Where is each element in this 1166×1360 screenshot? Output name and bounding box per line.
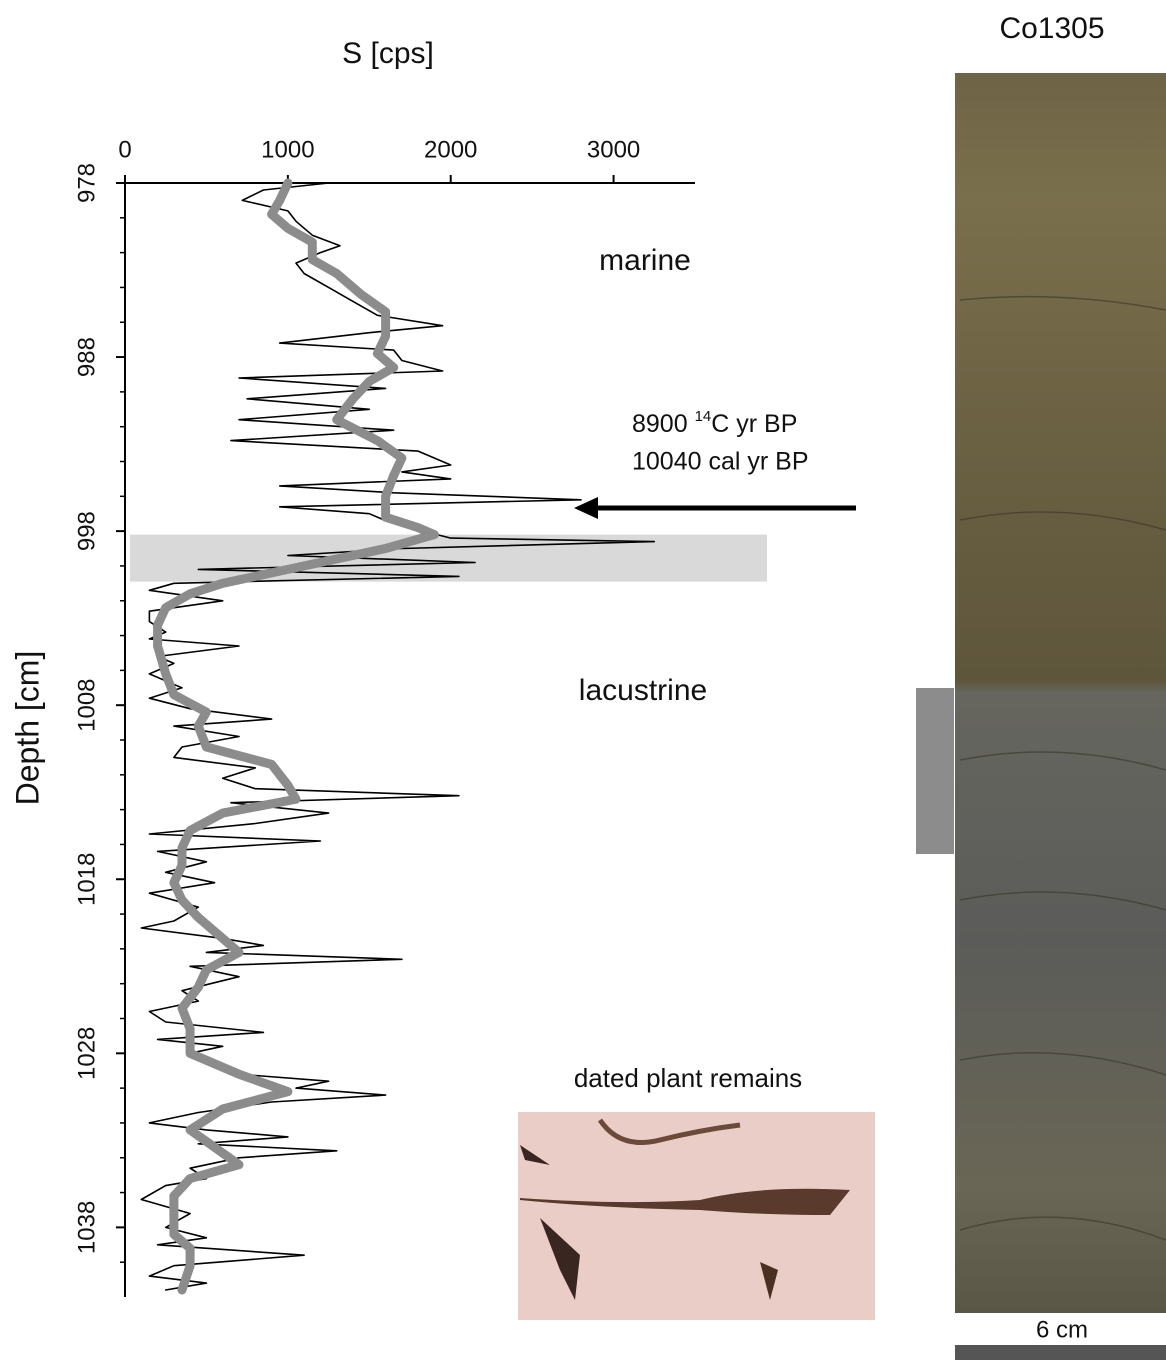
x-axis-title: S [cps] bbox=[342, 37, 434, 70]
highlight-band bbox=[130, 534, 767, 582]
y-tick-label: 1018 bbox=[73, 853, 100, 906]
annotation-part: 8900 bbox=[632, 410, 695, 438]
annotation-part: C yr BP bbox=[711, 410, 797, 438]
y-tick-label: 998 bbox=[73, 511, 100, 551]
y-tick-label: 1008 bbox=[73, 678, 100, 731]
core-photo bbox=[955, 73, 1166, 1313]
annotation: marine bbox=[599, 244, 691, 277]
plant-photo bbox=[518, 1112, 875, 1320]
annotation-superscript: 14 bbox=[695, 408, 712, 425]
arrow bbox=[574, 497, 856, 519]
core-title: Co1305 bbox=[999, 12, 1104, 45]
scale-bar bbox=[955, 1345, 1166, 1360]
x-tick-label: 3000 bbox=[587, 136, 640, 163]
sample-marker bbox=[916, 688, 954, 854]
series-line bbox=[153, 178, 439, 1295]
y-tick-label: 1038 bbox=[73, 1201, 100, 1254]
x-tick-label: 1000 bbox=[261, 136, 314, 163]
annotation: 8900 14C yr BP bbox=[632, 408, 797, 438]
x-tick-label: 2000 bbox=[424, 136, 477, 163]
photo-caption: dated plant remains bbox=[574, 1063, 802, 1093]
y-tick-label: 988 bbox=[73, 337, 100, 377]
y-axis-title: Depth [cm] bbox=[9, 651, 45, 806]
depth-profile: 0 1000 2000 3000 978 988 998 1008 1018 1028 1038 bbox=[73, 136, 767, 1297]
x-tick-label: 0 bbox=[118, 136, 131, 163]
y-tick-label: 978 bbox=[73, 163, 100, 203]
annotation: 10040 cal yr BP bbox=[632, 448, 809, 476]
y-tick-label: 1028 bbox=[73, 1027, 100, 1080]
core-texture bbox=[959, 295, 1166, 1241]
scale-label: 6 cm bbox=[1036, 1316, 1088, 1343]
annotation: lacustrine bbox=[579, 674, 707, 707]
